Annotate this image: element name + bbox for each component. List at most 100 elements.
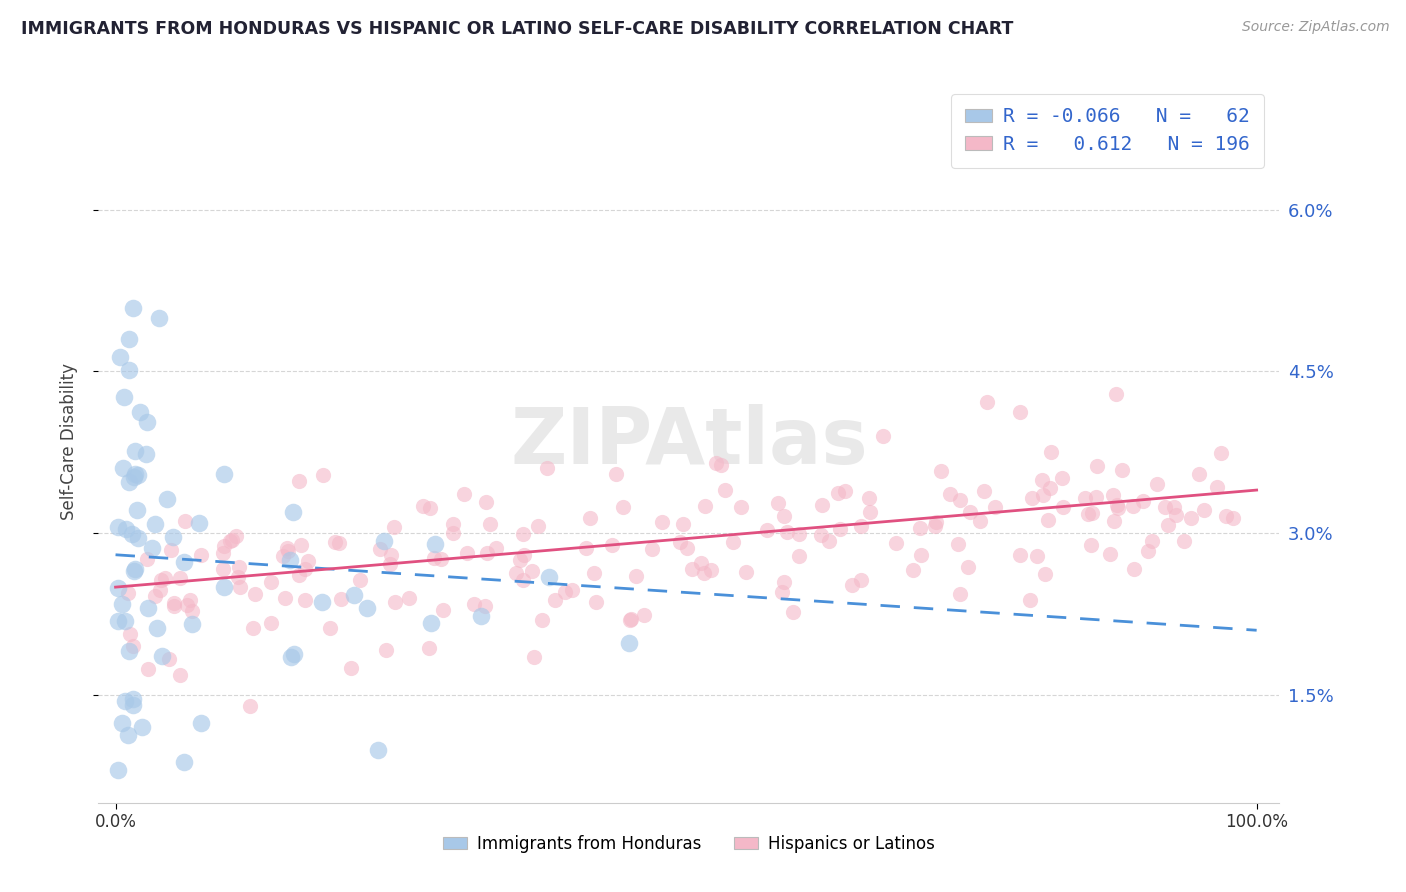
Point [380, 548, 402, 562]
Point [1140, 533, 1163, 548]
Point [180, 616, 202, 631]
Point [330, 591, 353, 606]
Point [280, 649, 302, 664]
Point [612, 500, 634, 515]
Point [538, 569, 561, 583]
Point [245, 587, 267, 601]
Point [477, 546, 499, 560]
Point [311, 594, 333, 608]
Point [114, 390, 136, 404]
Point [908, 520, 931, 534]
Point [1206, 480, 1229, 494]
Point [148, 311, 170, 326]
Point [575, 541, 598, 556]
Point [162, 530, 184, 544]
Point [1154, 500, 1177, 515]
Point [382, 520, 405, 534]
Point [693, 566, 716, 580]
Point [509, 552, 531, 566]
Point [1102, 487, 1125, 501]
Point [136, 662, 159, 676]
Point [1102, 514, 1125, 528]
Point [512, 527, 534, 541]
Point [173, 755, 195, 769]
Point [1123, 562, 1146, 576]
Y-axis label: Self-Care Disability: Self-Care Disability [59, 363, 77, 520]
Point [122, 692, 145, 706]
Point [420, 616, 443, 631]
Point [114, 694, 136, 708]
Point [1180, 510, 1202, 524]
Point [239, 699, 262, 714]
Point [125, 503, 148, 517]
Point [959, 505, 981, 519]
Point [136, 600, 159, 615]
Point [1008, 404, 1031, 418]
Point [470, 608, 492, 623]
Point [118, 332, 141, 346]
Point [984, 500, 1007, 514]
Point [1163, 500, 1185, 515]
Text: ZIPAtlas: ZIPAtlas [510, 403, 868, 480]
Point [128, 405, 150, 419]
Point [561, 583, 583, 598]
Point [948, 492, 970, 507]
Point [228, 560, 250, 574]
Point [398, 591, 420, 605]
Point [136, 415, 159, 429]
Point [827, 486, 849, 500]
Point [1166, 508, 1188, 522]
Point [1173, 534, 1195, 549]
Point [1132, 494, 1154, 508]
Point [939, 487, 962, 501]
Point [929, 464, 952, 478]
Point [505, 566, 527, 580]
Point [1036, 513, 1059, 527]
Point [1010, 549, 1032, 563]
Point [730, 500, 752, 515]
Point [810, 527, 832, 541]
Point [212, 562, 235, 576]
Point [1146, 477, 1168, 491]
Point [946, 537, 969, 551]
Point [1211, 446, 1233, 460]
Point [478, 517, 501, 532]
Point [973, 483, 995, 498]
Point [903, 562, 925, 576]
Point [229, 580, 252, 594]
Point [910, 548, 932, 562]
Point [925, 516, 948, 530]
Point [1080, 538, 1102, 552]
Point [290, 538, 312, 552]
Point [432, 603, 454, 617]
Point [342, 588, 364, 602]
Point [118, 363, 141, 377]
Point [117, 586, 139, 600]
Point [160, 542, 183, 557]
Point [212, 467, 235, 481]
Point [536, 461, 558, 475]
Point [858, 505, 880, 519]
Point [273, 591, 295, 605]
Point [1081, 506, 1104, 520]
Point [830, 522, 852, 536]
Point [602, 538, 624, 552]
Point [174, 515, 197, 529]
Point [176, 598, 198, 612]
Point [1026, 549, 1049, 563]
Point [523, 649, 546, 664]
Point [374, 643, 396, 657]
Point [260, 575, 283, 590]
Point [419, 501, 441, 516]
Point [770, 585, 793, 599]
Point [141, 541, 163, 555]
Point [585, 595, 607, 609]
Point [1074, 491, 1097, 505]
Point [163, 596, 186, 610]
Point [260, 616, 283, 631]
Point [834, 483, 856, 498]
Point [384, 595, 406, 609]
Point [135, 446, 157, 460]
Point [681, 562, 703, 576]
Point [1032, 488, 1054, 502]
